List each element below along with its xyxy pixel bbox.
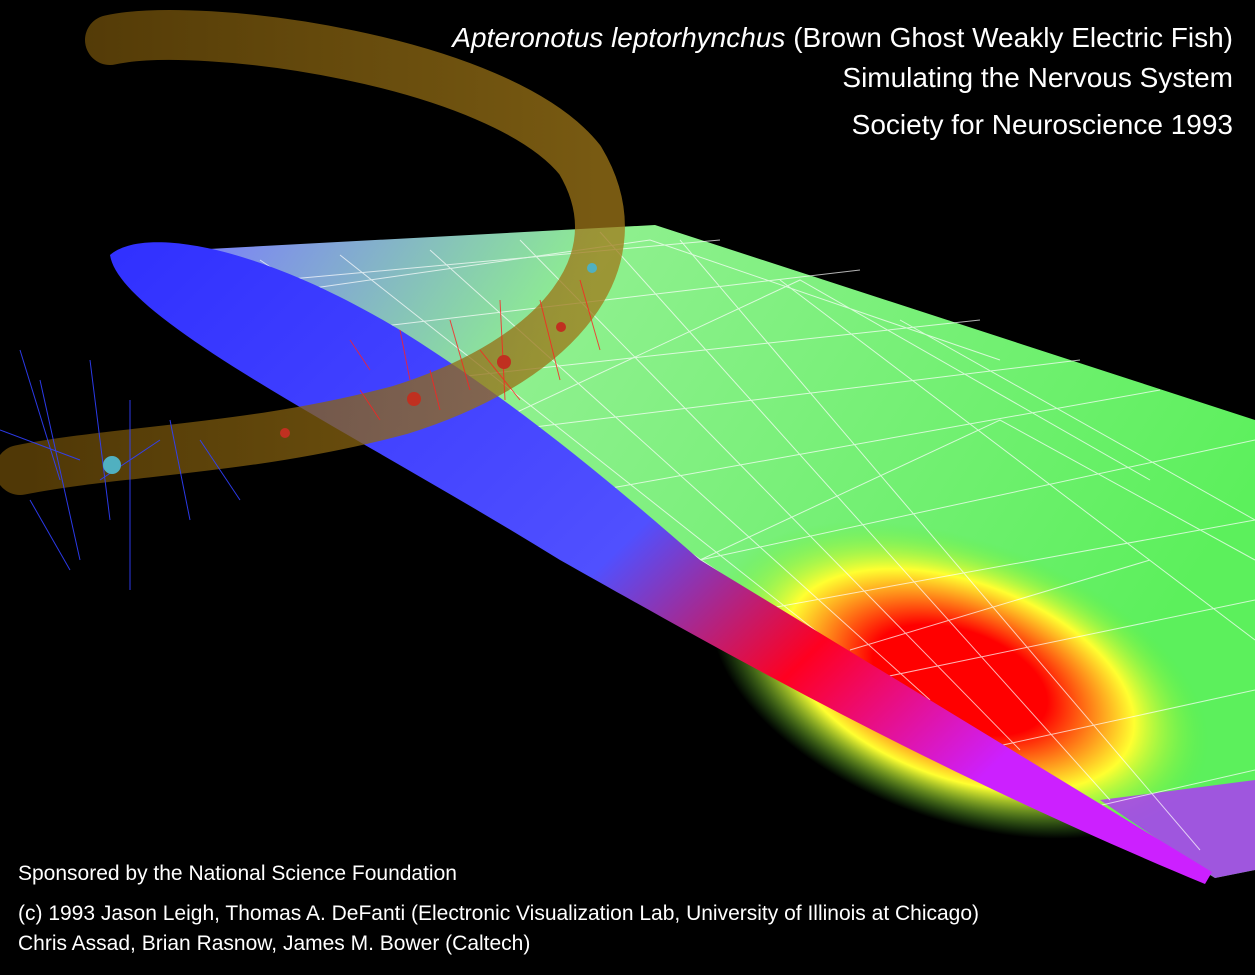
neuron-somata <box>103 263 597 474</box>
field-edge <box>1100 780 1255 878</box>
title-common <box>785 22 793 53</box>
title-species: Apteronotus leptorhynchus <box>450 22 785 53</box>
event: Society for Neuroscience 1993 <box>852 109 1233 140</box>
sponsor: Sponsored by the National Science Founda… <box>18 862 457 885</box>
credit-line: Chris Assad, Brian Rasnow, James M. Bowe… <box>18 932 530 955</box>
subtitle: Simulating the Nervous System <box>842 62 1233 93</box>
title: Apteronotus leptorhynchus (Brown Ghost W… <box>450 22 1233 53</box>
blue-dendrites <box>0 349 241 590</box>
title-common: (Brown Ghost Weakly Electric Fish) <box>793 22 1233 53</box>
credit-line: (c) 1993 Jason Leigh, Thomas A. DeFanti … <box>18 902 979 925</box>
red-dendrites <box>349 279 601 421</box>
field-hotspot <box>711 521 1209 839</box>
mesh-grid <box>259 231 1255 851</box>
